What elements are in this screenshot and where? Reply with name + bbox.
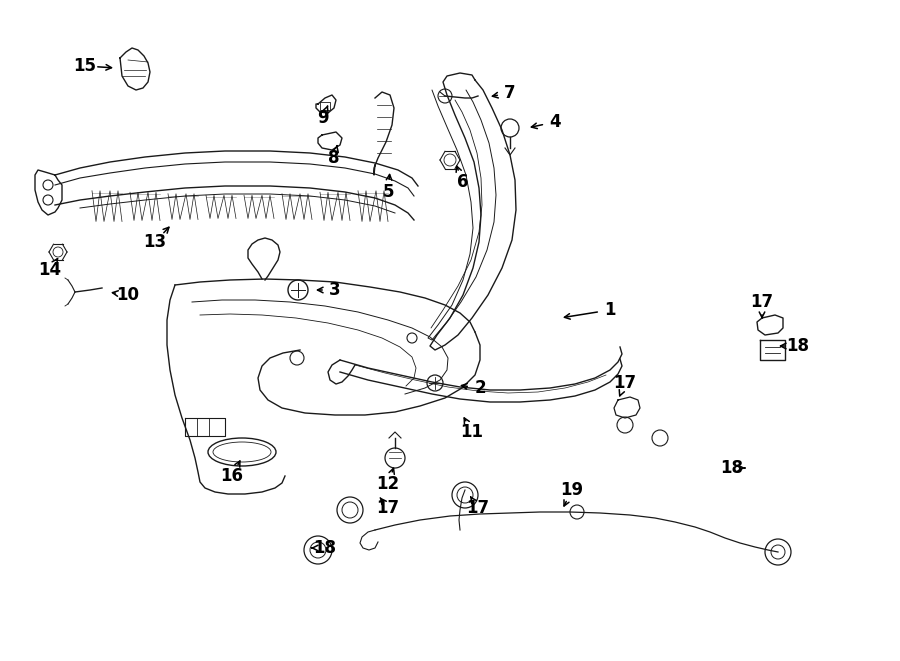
Text: 4: 4 xyxy=(549,113,561,131)
Text: 13: 13 xyxy=(143,233,166,251)
Text: 14: 14 xyxy=(39,261,61,279)
Text: 18: 18 xyxy=(313,539,337,557)
Text: 11: 11 xyxy=(461,423,483,441)
Text: 2: 2 xyxy=(474,379,486,397)
Text: 10: 10 xyxy=(116,286,140,304)
Text: 17: 17 xyxy=(614,374,636,392)
Text: 5: 5 xyxy=(382,183,394,201)
Text: 6: 6 xyxy=(457,173,469,191)
Text: 1: 1 xyxy=(604,301,616,319)
Text: 17: 17 xyxy=(466,499,490,517)
Text: 3: 3 xyxy=(329,281,341,299)
Text: 17: 17 xyxy=(376,499,400,517)
Text: 9: 9 xyxy=(317,109,328,127)
Text: 8: 8 xyxy=(328,149,340,167)
Text: 18: 18 xyxy=(721,459,743,477)
Text: 7: 7 xyxy=(504,84,516,102)
Text: 16: 16 xyxy=(220,467,244,485)
Text: 18: 18 xyxy=(787,337,809,355)
Text: 17: 17 xyxy=(751,293,774,311)
Text: 12: 12 xyxy=(376,475,400,493)
Text: 15: 15 xyxy=(74,57,96,75)
Text: 19: 19 xyxy=(561,481,583,499)
